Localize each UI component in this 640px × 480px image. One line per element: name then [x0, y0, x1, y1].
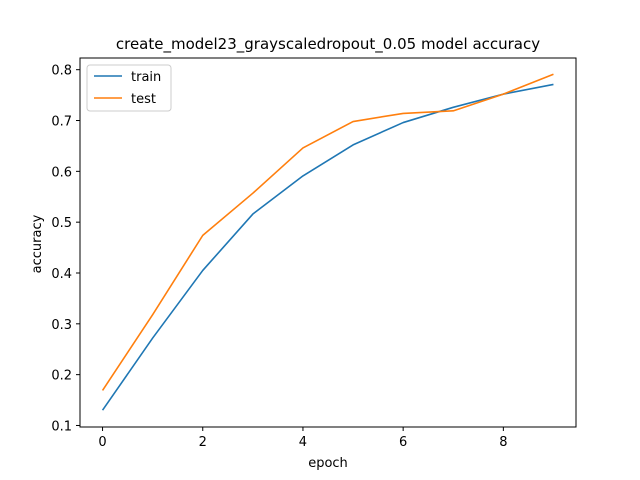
chart-title: create_model23_grayscaledropout_0.05 mod… [116, 35, 540, 54]
x-tick-label: 0 [98, 435, 106, 450]
plot-frame [79, 57, 577, 428]
x-tick-label: 8 [499, 435, 507, 450]
legend-label-train: train [131, 70, 161, 85]
y-tick-label: 0.6 [51, 165, 72, 180]
legend-label-test: test [131, 92, 156, 107]
x-tick-label: 2 [199, 435, 207, 450]
x-axis-label: epoch [308, 456, 348, 471]
y-tick-label: 0.2 [51, 369, 72, 384]
series-line-train [101, 83, 554, 411]
y-tick-label: 0.8 [51, 64, 72, 79]
legend: train test [86, 64, 172, 112]
series-layer [101, 73, 554, 411]
y-axis-label: accuracy [30, 214, 45, 273]
y-tick-label: 0.5 [51, 216, 72, 231]
x-tick-label: 6 [399, 435, 407, 450]
y-tick-label: 0.4 [51, 267, 72, 282]
y-tick-label: 0.1 [51, 419, 72, 434]
y-tick-label: 0.7 [51, 115, 72, 130]
x-tick-label: 4 [299, 435, 307, 450]
y-tick-label: 0.3 [51, 318, 72, 333]
ticks-layer: 0 2 4 6 8 0.1 0.2 0.3 0.4 0.5 0.6 0.7 0.8 [51, 64, 507, 450]
series-line-test [101, 73, 554, 391]
